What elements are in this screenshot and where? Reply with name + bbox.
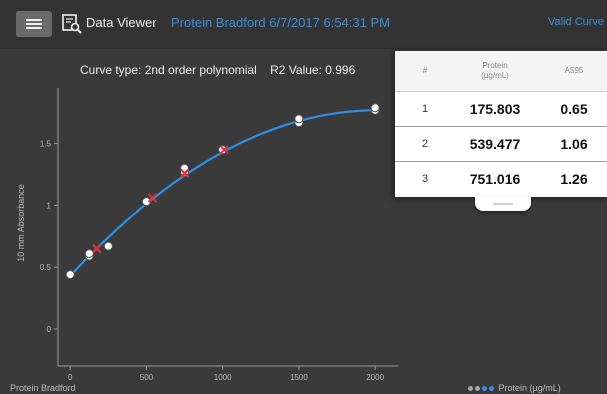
legend-dot-icon	[468, 386, 473, 391]
fit-curve	[69, 109, 376, 277]
r2-value-label: R2 Value: 0.996	[270, 63, 356, 77]
document-title: Protein Bradford 6/7/2017 6:54:31 PM	[171, 15, 390, 30]
x-tick-label: 1000	[214, 373, 232, 382]
menu-line-icon	[26, 27, 42, 29]
results-header-row: # Protein (µg/mL) A595	[395, 51, 607, 92]
standard-point	[84, 249, 94, 259]
legend-dot-icon	[482, 386, 487, 391]
row-index: 3	[421, 173, 429, 185]
standard-curve-chart: 0 0.5 1 1.5 0 500 1000 1500 2000	[40, 88, 398, 382]
legend-label: Protein (µg/mL)	[498, 383, 561, 393]
results-panel: # Protein (µg/mL) A595 1 175.803 0.65 2 …	[395, 51, 607, 197]
x-tick-label: 500	[140, 373, 154, 382]
y-tick-label: 0.5	[40, 263, 52, 272]
y-tick-label: 1.5	[40, 140, 52, 149]
x-tick-label: 2000	[366, 373, 384, 382]
valid-curve-link[interactable]: Valid Curve	[548, 16, 605, 28]
standard-point	[370, 103, 380, 113]
sample-marker	[219, 145, 229, 155]
x-tick-label: 1500	[290, 373, 308, 382]
results-row[interactable]: 3 751.016 1.26	[395, 162, 607, 196]
results-row[interactable]: 2 539.477 1.06	[395, 127, 607, 162]
sample-marker	[147, 193, 158, 203]
y-axis-label: 10 mm Absorbance	[16, 184, 26, 262]
standard-point	[103, 241, 113, 251]
curve-info: Curve type: 2nd order polynomial R2 Valu…	[80, 63, 355, 77]
hamburger-menu-button[interactable]	[16, 11, 52, 37]
standard-point	[294, 114, 304, 124]
results-row[interactable]: 1 175.803 0.65	[395, 92, 607, 127]
top-bar: Data Viewer Protein Bradford 6/7/2017 6:…	[0, 0, 607, 49]
legend-dot-icon	[475, 386, 480, 391]
menu-line-icon	[26, 23, 42, 25]
panel-collapse-handle[interactable]	[475, 197, 531, 211]
y-tick-label: 1	[47, 201, 52, 210]
legend-dot-icon	[489, 386, 494, 391]
standard-point	[65, 270, 75, 280]
column-header-index: #	[422, 66, 428, 75]
assay-name-footer: Protein Bradford	[10, 383, 76, 393]
column-header-a595: A595	[564, 66, 584, 75]
a595-value: 1.26	[560, 171, 588, 187]
app-name: Data Viewer	[86, 15, 157, 30]
row-index: 1	[421, 103, 429, 115]
column-header-protein: Protein (µg/mL)	[481, 61, 509, 80]
legend: Protein (µg/mL)	[468, 383, 561, 393]
standard-point	[141, 197, 151, 207]
a595-value: 0.65	[560, 101, 588, 117]
sample-marker	[179, 168, 190, 178]
standard-point	[218, 145, 228, 155]
grip-icon	[493, 203, 513, 205]
data-viewer-icon	[62, 14, 82, 34]
protein-value: 539.477	[469, 136, 521, 152]
protein-value: 751.016	[469, 171, 521, 187]
y-tick-label: 0	[47, 325, 52, 334]
row-index: 2	[421, 138, 429, 150]
sample-marker	[92, 243, 102, 254]
protein-value: 175.803	[469, 101, 521, 117]
x-tick-label: 0	[68, 373, 73, 382]
menu-line-icon	[26, 19, 42, 21]
a595-value: 1.06	[560, 136, 588, 152]
curve-type-label: Curve type: 2nd order polynomial	[80, 63, 257, 77]
